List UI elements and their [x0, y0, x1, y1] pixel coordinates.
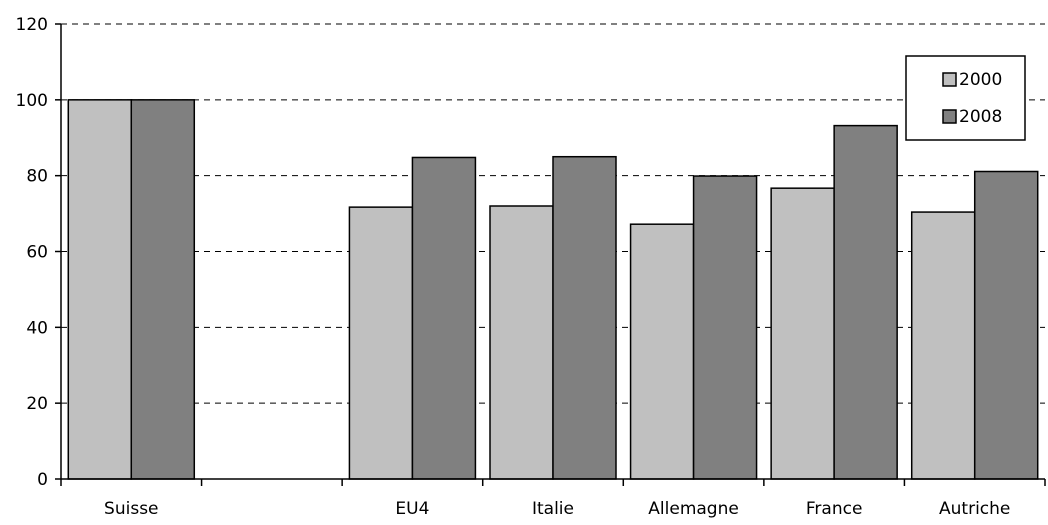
tick-labels: 0 20 40 60 80 100 120 Suisse EU4 Italie Allemagne F…: [16, 15, 1011, 519]
x-tick-label-suisse: Suisse: [104, 499, 158, 519]
legend: 2000 2008: [905, 55, 1026, 141]
y-tick-label-100: 100: [16, 91, 48, 111]
y-tick-label-60: 60: [26, 243, 48, 263]
bar-france-2000: [770, 187, 835, 480]
y-tick-label-0: 0: [37, 470, 48, 490]
bar-eu4-2000: [348, 206, 414, 480]
y-tick-label-40: 40: [26, 318, 48, 338]
x-tick-label-autriche: Autriche: [939, 499, 1010, 519]
bar-eu4-2008: [411, 156, 477, 480]
x-tick-label-allemagne: Allemagne: [648, 499, 739, 519]
legend-label-2008: 2008: [959, 107, 1002, 127]
bar-allemagne-2008: [692, 175, 758, 480]
bars: [67, 99, 1039, 480]
bar-autriche-2000: [910, 211, 976, 480]
legend-box: [905, 55, 1026, 141]
bar-italie-2000: [489, 205, 554, 480]
bar-france-2008: [833, 124, 898, 480]
legend-label-2000: 2000: [959, 70, 1002, 90]
x-tick-label-italie: Italie: [532, 499, 574, 519]
bar-autriche-2008: [973, 170, 1039, 480]
y-tick-label-20: 20: [26, 394, 48, 414]
axes: [55, 23, 1046, 486]
x-tick-label-france: France: [806, 499, 863, 519]
y-tick-label-120: 120: [16, 15, 48, 35]
bar-allemagne-2000: [629, 223, 695, 480]
legend-swatch-2000: [942, 72, 957, 87]
legend-swatch-2008: [942, 109, 957, 124]
bar-suisse-2000: [67, 99, 133, 480]
bar-italie-2008: [552, 155, 617, 480]
x-tick-label-eu4: EU4: [395, 499, 429, 519]
bar-suisse-2008: [130, 99, 196, 480]
y-tick-label-80: 80: [26, 167, 48, 187]
